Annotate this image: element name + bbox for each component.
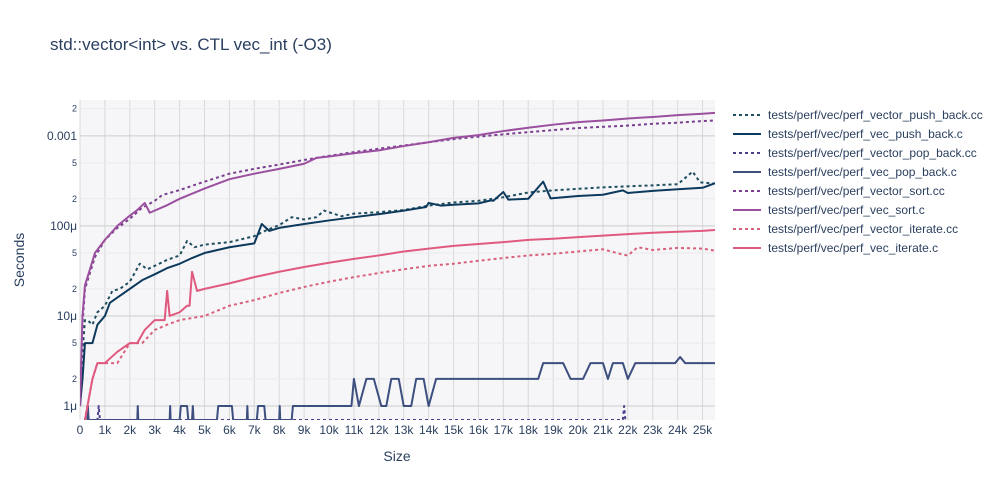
x-tick-label: 23k (643, 423, 663, 437)
legend-item-label[interactable]: tests/perf/vec/perf_vector_iterate.cc (768, 222, 958, 236)
x-tick-label: 20k (568, 423, 588, 437)
series-line-1[interactable] (80, 170, 715, 407)
x-tick-label: 13k (394, 423, 414, 437)
x-tick-label: 16k (469, 423, 489, 437)
x-tick-label: 8k (273, 423, 287, 437)
legend-item-label[interactable]: tests/perf/vec/perf_vec_iterate.c (768, 241, 938, 255)
x-tick-label: 17k (494, 423, 514, 437)
chart-title: std::vector<int> vs. CTL vec_int (-O3) (50, 35, 332, 54)
x-tick-label: 22k (618, 423, 638, 437)
legend-item-label[interactable]: tests/perf/vec/perf_vec_push_back.c (768, 127, 963, 141)
legend-item-label[interactable]: tests/perf/vec/perf_vec_sort.c (768, 203, 925, 217)
x-tick-label: 21k (593, 423, 613, 437)
y-minor-tick-label: 5 (72, 248, 77, 258)
y-minor-tick-label: 2 (72, 284, 77, 294)
x-tick-label: 6k (223, 423, 237, 437)
y-major-tick-label: 1μ (63, 399, 77, 413)
x-tick-label: 5k (198, 423, 212, 437)
x-tick-label: 19k (543, 423, 563, 437)
legend-item-label[interactable]: tests/perf/vec/perf_vec_pop_back.c (768, 165, 957, 179)
x-tick-label: 0 (77, 423, 84, 437)
grid-lines (79, 100, 715, 420)
series-line-8[interactable] (83, 229, 715, 420)
series-layer (80, 111, 715, 420)
legend[interactable]: tests/perf/vec/perf_vector_push_back.cct… (733, 108, 983, 255)
series-line-6[interactable] (80, 111, 715, 407)
x-tick-label: 2k (123, 423, 137, 437)
x-tick-label: 15k (444, 423, 464, 437)
x-tick-label: 12k (369, 423, 389, 437)
y-minor-tick-label: 2 (72, 104, 77, 114)
y-axis-ticks: 2 5 2 5 2 5 2 1μ 10μ 100μ 0.001 (47, 104, 77, 413)
x-tick-label: 14k (419, 423, 439, 437)
y-minor-tick-label: 2 (72, 374, 77, 384)
x-tick-label: 4k (173, 423, 187, 437)
y-major-tick-label: 100μ (50, 219, 77, 233)
x-tick-label: 18k (519, 423, 539, 437)
x-tick-label: 24k (668, 423, 688, 437)
legend-item-label[interactable]: tests/perf/vec/perf_vector_sort.cc (768, 184, 945, 198)
y-major-tick-label: 0.001 (47, 129, 77, 143)
y-minor-tick-label: 5 (72, 338, 77, 348)
y-major-tick-label: 10μ (57, 309, 77, 323)
x-tick-label: 1k (99, 423, 113, 437)
y-minor-tick-label: 5 (72, 158, 77, 168)
x-axis-ticks: 0 1k 2k 3k 4k 5k 6k 7k 8k 9k 10k 11k 12k 13k 14k 15k 16k… (77, 423, 714, 437)
x-tick-label: 25k (693, 423, 713, 437)
x-tick-label: 3k (148, 423, 162, 437)
series-line-2[interactable] (80, 180, 715, 407)
x-tick-label: 11k (345, 423, 364, 437)
x-tick-label: 9k (298, 423, 312, 437)
series-line-4[interactable] (86, 356, 715, 420)
y-minor-tick-label: 2 (72, 194, 77, 204)
x-axis-title: Size (383, 448, 410, 464)
x-tick-label: 7k (248, 423, 262, 437)
x-tick-label: 10k (319, 423, 339, 437)
legend-item-label[interactable]: tests/perf/vec/perf_vector_push_back.cc (768, 108, 983, 122)
series-line-7[interactable] (83, 246, 715, 420)
legend-item-label[interactable]: tests/perf/vec/perf_vector_pop_back.cc (768, 146, 977, 160)
y-axis-title: Seconds (11, 233, 27, 287)
